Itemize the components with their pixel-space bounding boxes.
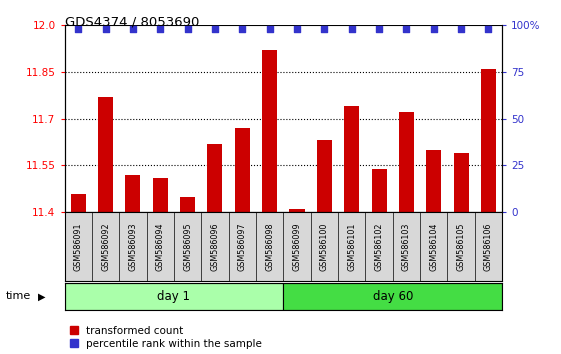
Point xyxy=(457,27,466,32)
Bar xyxy=(481,69,496,212)
Point xyxy=(292,27,301,32)
Bar xyxy=(208,144,223,212)
Text: GSM586093: GSM586093 xyxy=(128,223,137,271)
Point xyxy=(156,27,165,32)
Text: GSM586091: GSM586091 xyxy=(73,223,82,271)
Point xyxy=(484,27,493,32)
Text: GSM586104: GSM586104 xyxy=(429,223,438,271)
Text: GSM586095: GSM586095 xyxy=(183,223,192,271)
Bar xyxy=(65,283,283,310)
Point xyxy=(101,27,110,32)
Point xyxy=(73,27,82,32)
Text: ▶: ▶ xyxy=(38,291,46,301)
Text: GSM586106: GSM586106 xyxy=(484,223,493,271)
Point xyxy=(375,27,384,32)
Text: day 60: day 60 xyxy=(373,290,413,303)
Text: time: time xyxy=(6,291,31,301)
Bar xyxy=(153,178,168,212)
Text: GSM586099: GSM586099 xyxy=(292,223,301,271)
Bar xyxy=(262,50,277,212)
Legend: transformed count, percentile rank within the sample: transformed count, percentile rank withi… xyxy=(70,326,262,349)
Text: GSM586103: GSM586103 xyxy=(402,223,411,271)
Point xyxy=(183,27,192,32)
Point xyxy=(128,27,137,32)
Bar xyxy=(180,197,195,212)
Bar xyxy=(426,150,442,212)
Bar xyxy=(71,194,86,212)
Text: GSM586102: GSM586102 xyxy=(375,223,384,271)
Point xyxy=(210,27,219,32)
Text: GSM586100: GSM586100 xyxy=(320,223,329,271)
Bar xyxy=(399,112,414,212)
Bar xyxy=(98,97,113,212)
Text: GSM586105: GSM586105 xyxy=(457,223,466,271)
Text: GSM586097: GSM586097 xyxy=(238,223,247,271)
Text: GDS4374 / 8053690: GDS4374 / 8053690 xyxy=(65,16,199,29)
Point xyxy=(429,27,438,32)
Point xyxy=(265,27,274,32)
Bar xyxy=(283,283,502,310)
Text: day 1: day 1 xyxy=(158,290,190,303)
Point xyxy=(402,27,411,32)
Bar xyxy=(125,175,140,212)
Bar xyxy=(453,153,468,212)
Point xyxy=(320,27,329,32)
Text: GSM586092: GSM586092 xyxy=(101,223,110,271)
Bar xyxy=(234,128,250,212)
Text: GSM586094: GSM586094 xyxy=(156,223,165,271)
Bar xyxy=(344,106,359,212)
Bar xyxy=(371,169,387,212)
Text: GSM586096: GSM586096 xyxy=(210,223,219,271)
Point xyxy=(238,27,247,32)
Bar xyxy=(317,141,332,212)
Bar xyxy=(289,209,305,212)
Text: GSM586098: GSM586098 xyxy=(265,223,274,271)
Point xyxy=(347,27,356,32)
Text: GSM586101: GSM586101 xyxy=(347,223,356,271)
